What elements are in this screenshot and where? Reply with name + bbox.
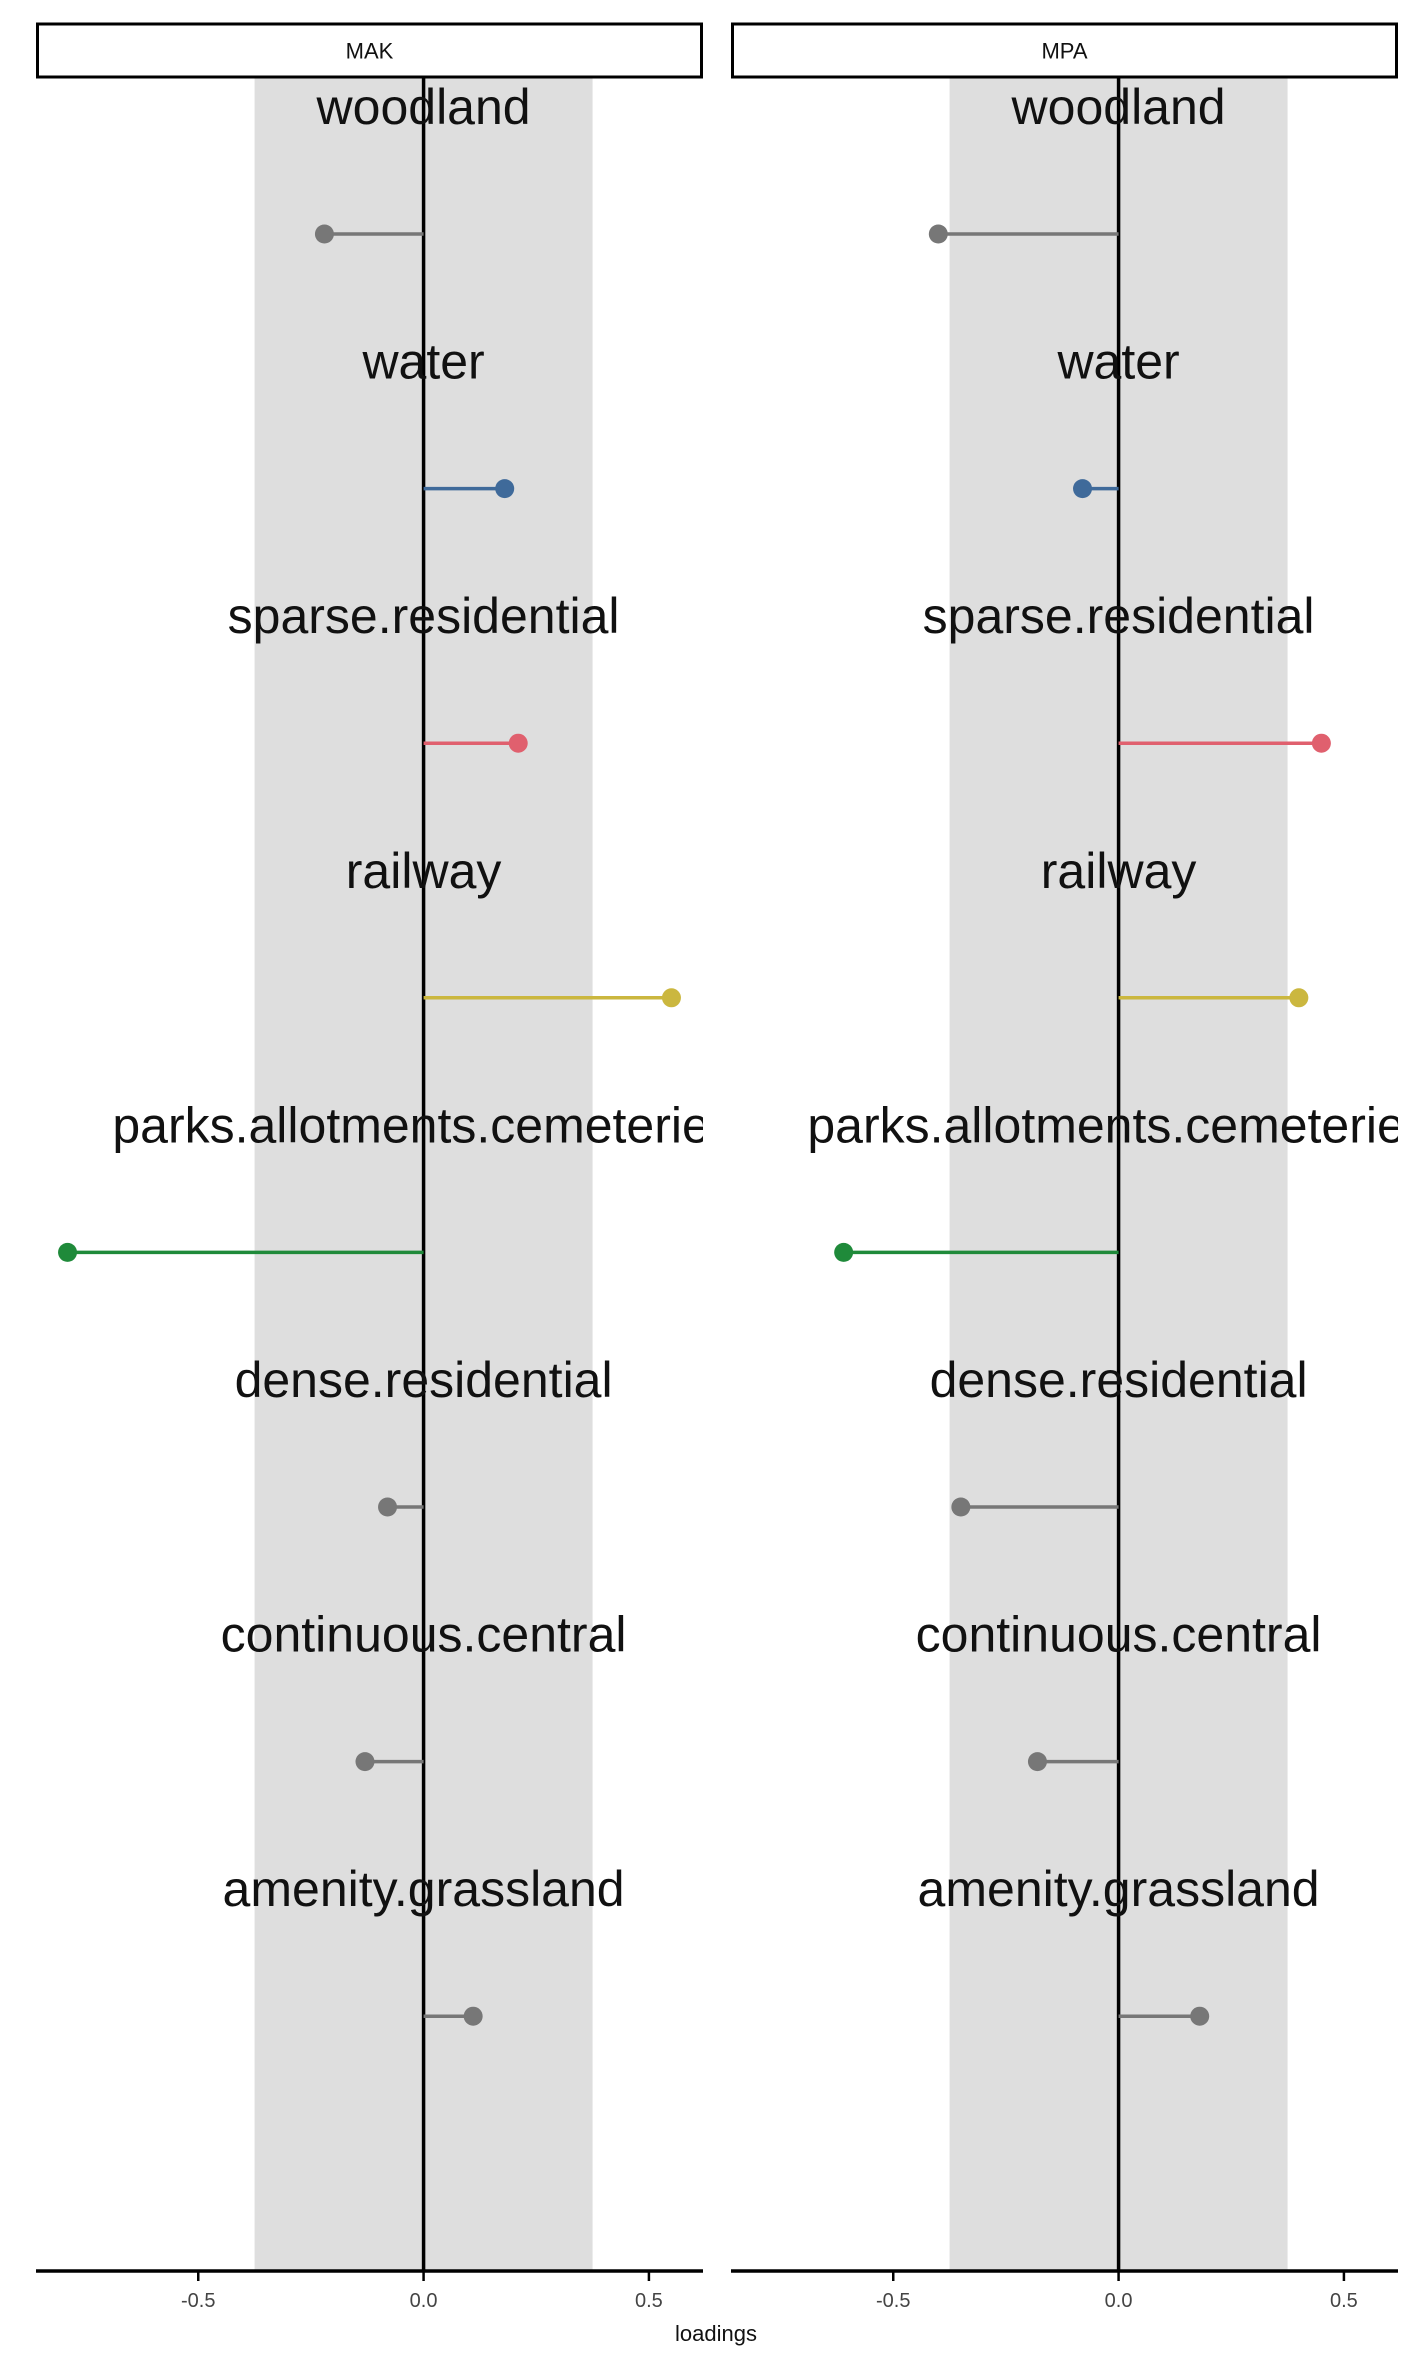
lollipop-point-water xyxy=(1073,479,1093,499)
category-label-woodland: woodland xyxy=(316,79,531,135)
lollipop-point-dense-residential xyxy=(378,1497,398,1517)
category-label-amenity-grassland: amenity.grassland xyxy=(918,1861,1320,1917)
strip-label: MPA xyxy=(1041,39,1087,64)
x-tick-label: 0.0 xyxy=(410,2290,438,2312)
lollipop-point-dense-residential xyxy=(951,1497,971,1517)
category-label-amenity-grassland: amenity.grassland xyxy=(223,1861,625,1917)
category-label-parks-allotments-cemeteries: parks.allotments.cemeteries xyxy=(807,1097,1417,1153)
lollipop-point-amenity-grassland xyxy=(1190,2006,1210,2026)
x-tick-label: 0.5 xyxy=(635,2290,663,2312)
category-label-railway: railway xyxy=(346,843,502,899)
lollipop-point-railway xyxy=(661,988,681,1008)
category-label-continuous-central: continuous.central xyxy=(916,1607,1322,1663)
lollipop-point-woodland xyxy=(928,224,948,244)
panel-plot-area: woodland water sparse.residential railway pa… xyxy=(807,77,1417,2271)
lollipop-point-continuous-central xyxy=(1027,1752,1047,1772)
lollipop-point-water xyxy=(495,479,515,499)
category-label-parks-allotments-cemeteries: parks.allotments.cemeteries xyxy=(112,1097,734,1153)
lollipop-point-parks-allotments-cemeteries xyxy=(834,1242,854,1262)
x-axis-title: loadings xyxy=(675,2321,757,2346)
category-label-railway: railway xyxy=(1041,843,1197,899)
lollipop-point-parks-allotments-cemeteries xyxy=(58,1242,78,1262)
category-label-water: water xyxy=(361,334,484,390)
panel-plot-area: woodland water sparse.residential railway pa… xyxy=(58,77,734,2271)
category-label-sparse-residential: sparse.residential xyxy=(923,588,1315,644)
panel-mpa: woodland water sparse.residential railway pa… xyxy=(731,22,1417,2312)
lollipop-point-amenity-grassland xyxy=(463,2006,483,2026)
lollipop-point-sparse-residential xyxy=(508,733,528,753)
x-tick-label: 0.0 xyxy=(1105,2290,1133,2312)
category-label-dense-residential: dense.residential xyxy=(235,1352,613,1408)
category-label-continuous-central: continuous.central xyxy=(221,1607,627,1663)
strip-box xyxy=(731,22,1398,79)
category-label-dense-residential: dense.residential xyxy=(930,1352,1308,1408)
lollipop-point-sparse-residential xyxy=(1311,733,1331,753)
x-tick-label: -0.5 xyxy=(876,2290,910,2312)
lollipop-point-continuous-central xyxy=(355,1752,375,1772)
x-tick-label: -0.5 xyxy=(181,2290,215,2312)
category-label-sparse-residential: sparse.residential xyxy=(228,588,620,644)
strip-label: MAK xyxy=(346,39,394,64)
category-label-woodland: woodland xyxy=(1011,79,1226,135)
x-tick-label: 0.5 xyxy=(1330,2290,1358,2312)
lollipop-point-railway xyxy=(1289,988,1309,1008)
panel-mak: woodland water sparse.residential railway pa… xyxy=(36,22,734,2312)
category-label-water: water xyxy=(1056,334,1179,390)
strip-box xyxy=(36,22,703,79)
lollipop-point-woodland xyxy=(314,224,334,244)
